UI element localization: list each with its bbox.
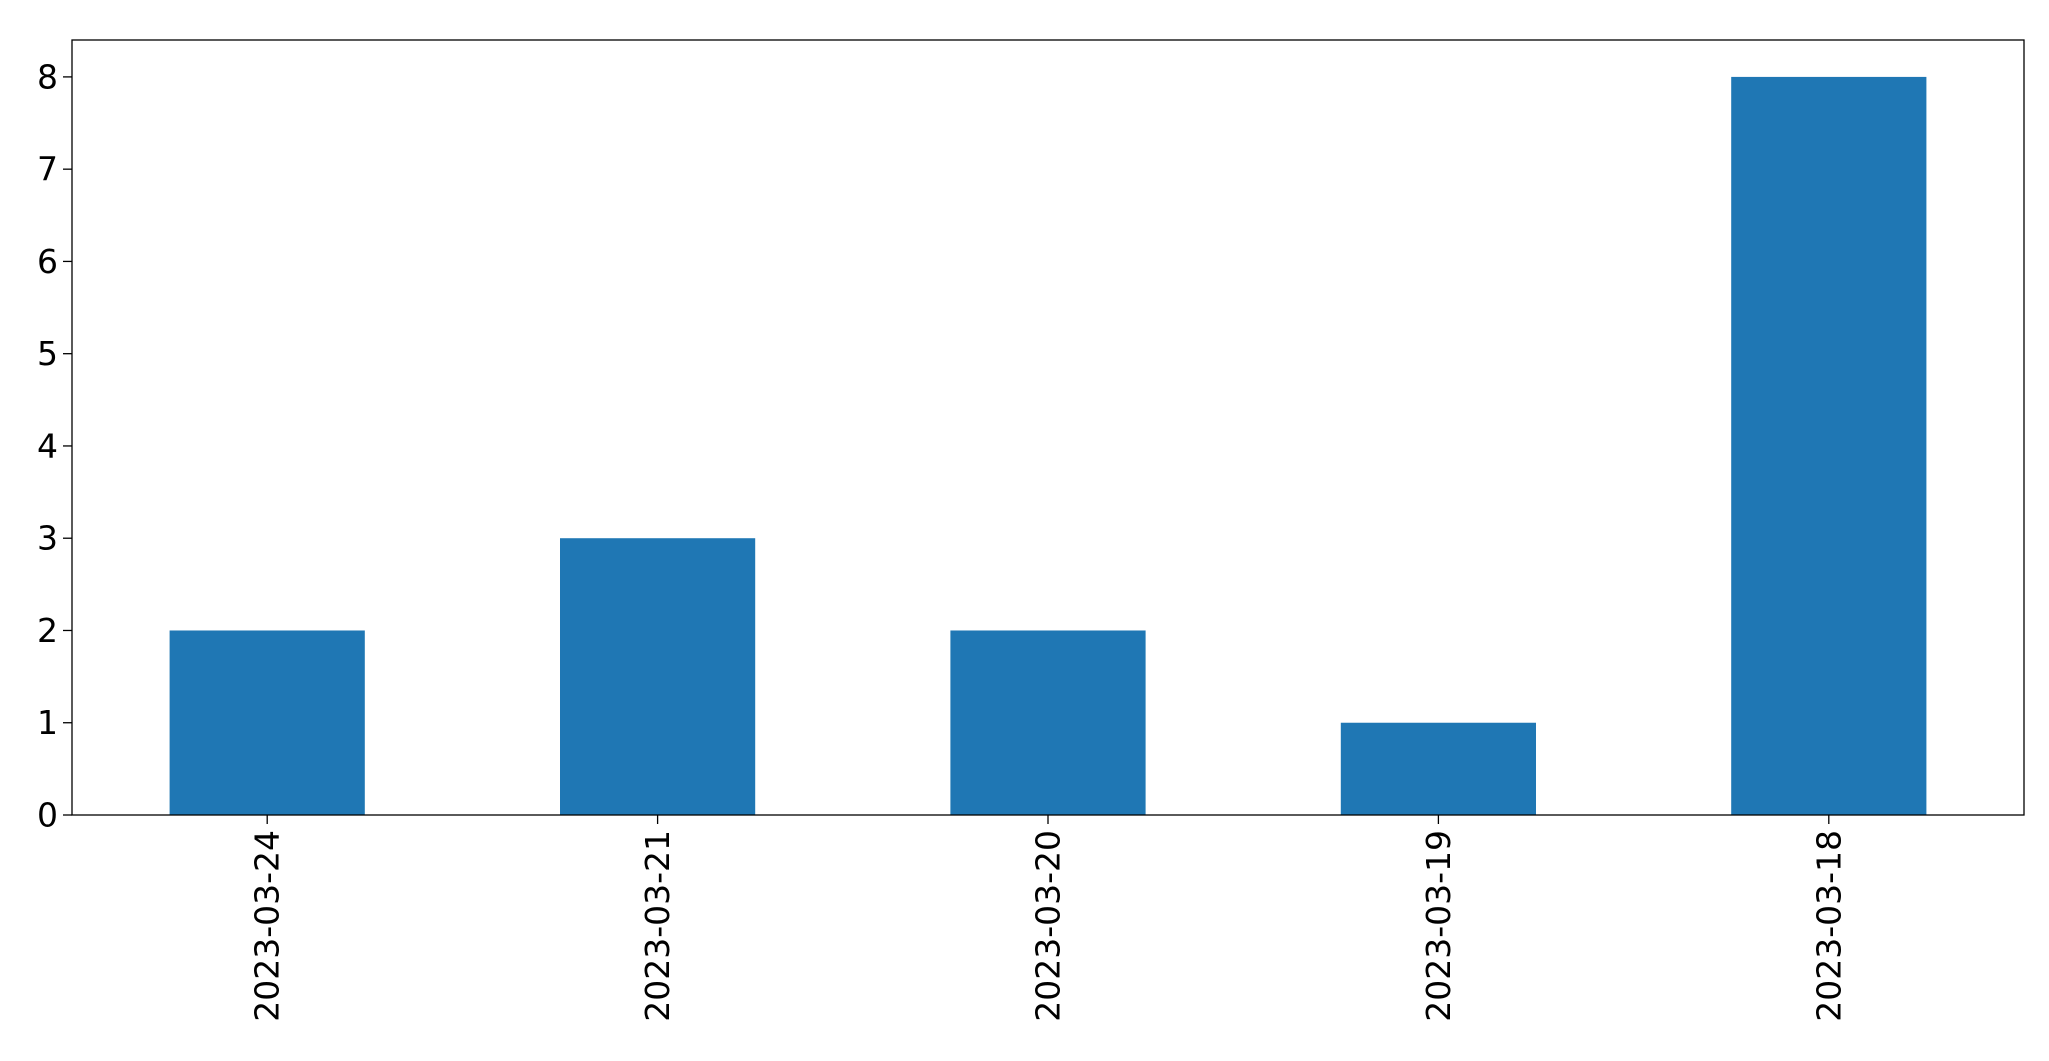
y-tick-label: 4 <box>37 426 58 465</box>
bar-2023-03-18 <box>1731 76 1927 815</box>
y-tick-label: 2 <box>37 611 58 650</box>
y-tick-label: 5 <box>37 334 58 373</box>
bar-2023-03-19 <box>1340 722 1536 815</box>
x-tick-label: 2023-03-18 <box>1809 830 1848 1022</box>
bar-2023-03-21 <box>560 538 756 815</box>
y-tick-label: 6 <box>37 242 58 281</box>
y-axis-ticks: 0 1 2 3 4 5 6 7 8 <box>37 57 72 835</box>
x-tick-label: 2023-03-20 <box>1029 830 1068 1022</box>
y-tick-label: 7 <box>37 150 58 189</box>
y-tick-label: 1 <box>37 703 58 742</box>
x-tick-label: 2023-03-19 <box>1419 830 1458 1022</box>
bars-group <box>169 76 1927 815</box>
x-tick-label: 2023-03-24 <box>248 830 287 1022</box>
y-tick-label: 3 <box>37 519 58 558</box>
plot-frame <box>71 39 2025 816</box>
x-tick-label: 2023-03-21 <box>638 830 677 1022</box>
y-tick-label: 8 <box>37 57 58 96</box>
bar-2023-03-20 <box>950 630 1146 815</box>
y-tick-label: 0 <box>37 796 58 835</box>
bar-2023-03-24 <box>169 630 365 815</box>
x-axis-ticks: 2023-03-24 2023-03-21 2023-03-20 2023-03-19… <box>248 815 1848 1022</box>
